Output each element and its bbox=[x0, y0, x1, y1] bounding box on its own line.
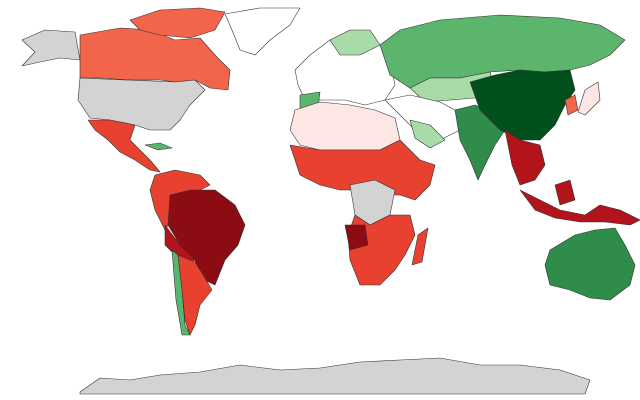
region bbox=[504, 129, 546, 186]
region bbox=[554, 179, 576, 206]
region bbox=[129, 7, 226, 39]
region bbox=[577, 81, 601, 116]
region bbox=[79, 357, 591, 395]
region bbox=[519, 189, 640, 226]
region bbox=[289, 139, 436, 201]
region bbox=[289, 101, 401, 151]
region bbox=[411, 227, 429, 266]
region bbox=[177, 254, 213, 336]
region bbox=[224, 7, 301, 56]
region bbox=[544, 227, 636, 301]
region bbox=[144, 142, 173, 151]
region bbox=[344, 224, 369, 251]
region bbox=[564, 94, 579, 116]
region bbox=[77, 77, 206, 131]
region bbox=[21, 29, 81, 67]
region bbox=[87, 119, 161, 173]
region bbox=[409, 119, 446, 149]
region bbox=[469, 69, 576, 141]
